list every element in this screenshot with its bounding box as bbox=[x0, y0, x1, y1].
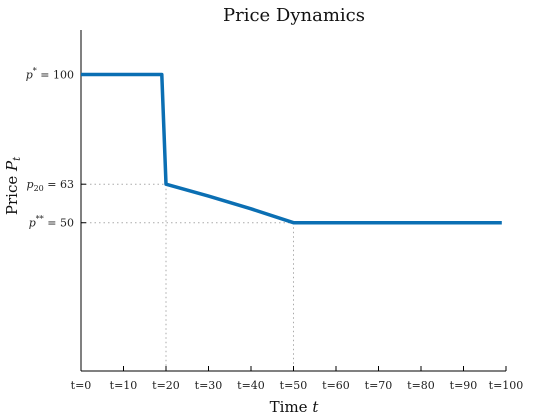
y-tick-label-value: = 63 bbox=[44, 178, 74, 191]
y-tick-label-superscript: * bbox=[33, 66, 37, 75]
y-tick-label: p20 = 63 bbox=[27, 178, 74, 193]
y-axis-label: Price Pt bbox=[3, 156, 23, 215]
guide-lines bbox=[81, 183, 294, 371]
x-tick-label: t=0 bbox=[71, 379, 92, 392]
x-axis-ticks: t=0 t=10 t=20 t=30 t=40 t=50 t=60 t=70 t=80 t=90 t… bbox=[71, 366, 524, 392]
y-tick-label: p** = 50 bbox=[29, 215, 74, 230]
y-axis-label-variable: P bbox=[3, 160, 21, 172]
y-tick-label: p* = 100 bbox=[26, 66, 74, 81]
x-tick-label: t=100 bbox=[489, 379, 524, 392]
y-tick-label-symbol: p bbox=[26, 68, 33, 81]
y-tick-label-superscript: ** bbox=[36, 215, 44, 224]
y-tick-label-value: = 50 bbox=[44, 217, 74, 230]
x-tick-label: t=30 bbox=[195, 379, 223, 392]
y-tick-label-symbol: p bbox=[27, 178, 34, 191]
x-tick-label: t=40 bbox=[237, 379, 265, 392]
y-tick-label-symbol: p bbox=[29, 217, 36, 230]
x-tick-label: t=90 bbox=[450, 379, 478, 392]
x-axis-label-variable: t bbox=[312, 398, 319, 416]
x-tick-label: t=70 bbox=[365, 379, 393, 392]
x-tick-label: t=80 bbox=[407, 379, 435, 392]
y-axis-label-main: Price bbox=[3, 171, 21, 215]
x-tick-label: t=60 bbox=[322, 379, 350, 392]
x-axis-label: Time t bbox=[270, 398, 320, 416]
chart-title: Price Dynamics bbox=[223, 5, 365, 26]
x-tick-label: t=10 bbox=[110, 379, 138, 392]
x-tick-label: t=50 bbox=[280, 379, 308, 392]
x-tick-label: t=20 bbox=[152, 379, 180, 392]
y-axis-label-subscript: t bbox=[12, 156, 23, 161]
y-tick-label-value: = 100 bbox=[37, 68, 74, 81]
x-axis-label-main: Time bbox=[270, 398, 313, 416]
price-series-line bbox=[81, 72, 502, 225]
y-tick-label-subscript: 20 bbox=[34, 184, 44, 193]
